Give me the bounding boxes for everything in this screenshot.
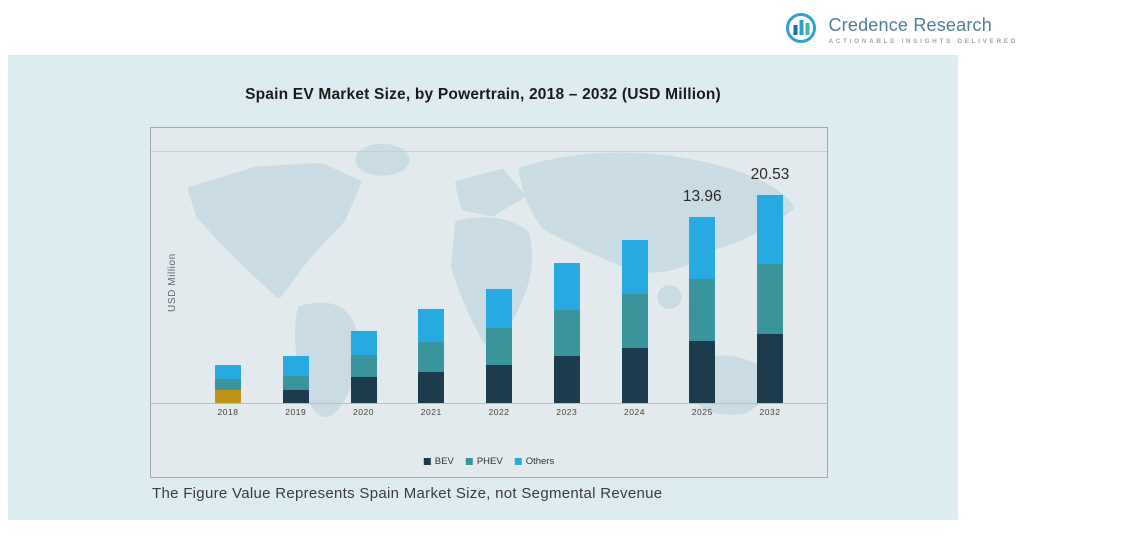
legend-swatch-phev — [465, 458, 473, 465]
chart-title: Spain EV Market Size, by Powertrain, 201… — [245, 86, 721, 103]
bar-segment-bev-2032 — [757, 334, 783, 403]
bar-group-2018: 2018 — [215, 125, 241, 417]
bar-group-2022: 2022 — [486, 125, 512, 417]
x-axis-label-2032: 2032 — [759, 407, 781, 417]
bar-group-2025: 13.96 2025 — [683, 125, 722, 417]
legend-label-bev: BEV — [434, 456, 454, 467]
legend-label-others: Others — [525, 456, 555, 467]
bar-segment-others-2020 — [350, 331, 377, 355]
bar-segment-phev-2018 — [215, 379, 241, 390]
bar-segment-others-2024 — [621, 239, 648, 294]
x-axis-label-2021: 2021 — [420, 407, 442, 417]
bar-segment-phev-2025 — [689, 279, 716, 341]
bars-row: 2018 2019 2020 2021 2022 2023 2024 13.96 2025 20.… — [151, 125, 827, 417]
x-axis-label-2024: 2024 — [624, 407, 645, 417]
x-axis-label-2022: 2022 — [488, 407, 510, 417]
chart-footnote: The Figure Value Represents Spain Market… — [152, 485, 663, 502]
bar-segment-others-2019 — [282, 355, 309, 376]
bar-segment-others-2032 — [757, 195, 783, 265]
bar-group-2021: 2021 — [418, 125, 445, 417]
legend-item-others: Others — [514, 456, 555, 467]
bar-group-2032: 20.53 2032 — [751, 125, 790, 417]
bar-value-label-2025: 13.96 — [682, 187, 722, 205]
chart-panel: Spain EV Market Size, by Powertrain, 201… — [8, 55, 958, 520]
bar-segment-bev-2022 — [486, 365, 512, 403]
bar-segment-bev-2024 — [621, 347, 648, 403]
bar-group-2023: 2023 — [553, 125, 580, 417]
credence-logo-icon — [784, 11, 820, 50]
bar-segment-phev-2022 — [486, 327, 512, 365]
brand-name: Credence Research — [828, 14, 992, 35]
x-axis-label-2018: 2018 — [217, 407, 239, 417]
brand-tagline: Actionable Insights Delivered — [828, 38, 1018, 46]
bar-segment-phev-2020 — [350, 355, 377, 377]
legend-swatch-others — [514, 458, 522, 465]
legend: BEV PHEV Others — [423, 456, 555, 467]
bar-segment-bev-2025 — [689, 341, 716, 403]
x-axis-label-2025: 2025 — [691, 407, 713, 417]
bar-segment-bev-2020 — [350, 377, 377, 403]
bar-segment-phev-2032 — [757, 264, 783, 335]
bar-group-2019: 2019 — [282, 125, 309, 417]
gridline-top — [151, 151, 827, 152]
brand-logo: Credence Research Actionable Insights De… — [784, 11, 1018, 50]
bar-segment-others-2025 — [689, 216, 716, 279]
bar-segment-others-2018 — [215, 365, 241, 380]
x-axis-label-2020: 2020 — [353, 407, 374, 417]
legend-item-phev: PHEV — [465, 456, 503, 467]
bar-segment-bev-2018 — [215, 389, 241, 403]
bar-segment-phev-2023 — [553, 309, 580, 356]
legend-label-phev: PHEV — [476, 456, 503, 467]
bar-segment-bev-2021 — [418, 371, 445, 403]
bar-segment-phev-2019 — [282, 375, 309, 390]
bar-segment-phev-2024 — [621, 293, 648, 348]
bar-group-2020: 2020 — [350, 125, 377, 417]
legend-swatch-bev — [423, 458, 431, 465]
bar-value-label-2032: 20.53 — [750, 166, 790, 184]
bar-segment-others-2022 — [486, 288, 512, 328]
bar-segment-bev-2019 — [282, 389, 309, 403]
plot-area: USD Million 2018 2019 2020 2021 2022 2023 2024… — [150, 127, 828, 478]
x-axis-label-2023: 2023 — [556, 407, 578, 417]
bar-segment-others-2023 — [553, 262, 580, 310]
legend-item-bev: BEV — [423, 456, 454, 467]
x-axis-label-2019: 2019 — [285, 407, 307, 417]
bar-segment-phev-2021 — [418, 341, 445, 372]
bar-segment-bev-2023 — [553, 355, 580, 403]
bar-group-2024: 2024 — [621, 125, 648, 417]
bar-segment-others-2021 — [418, 308, 445, 342]
